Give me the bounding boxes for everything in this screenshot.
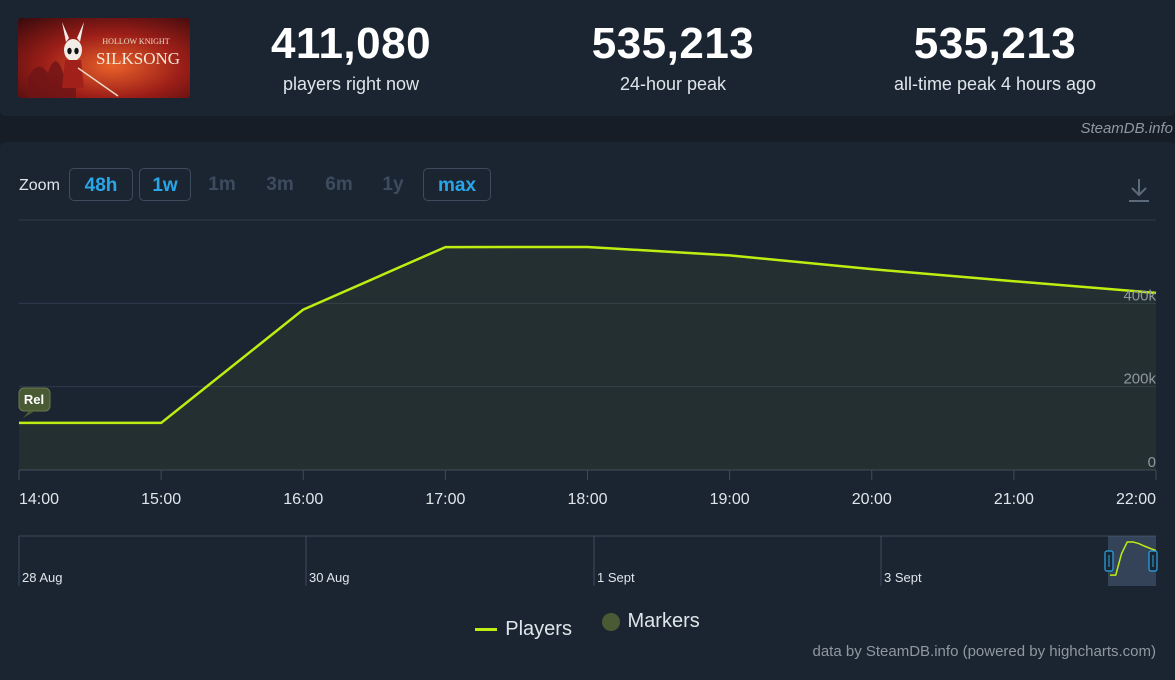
x-tick-label: 16:00: [283, 491, 323, 508]
navigator-series: [1110, 541, 1157, 576]
chart-credits[interactable]: data by SteamDB.info (powered by highcha…: [812, 643, 1157, 660]
day-peak-label: 24-hour peak: [619, 74, 727, 94]
zoom-1m-button[interactable]: 1m: [208, 174, 236, 195]
x-tick-label: 18:00: [567, 491, 607, 508]
zoom-label: Zoom: [19, 177, 60, 194]
legend-players-label: Players: [505, 617, 572, 640]
navigator-date-label: 30 Aug: [309, 570, 350, 585]
navigator-date-label: 28 Aug: [22, 570, 63, 585]
game-logo[interactable]: HOLLOW KNIGHT SILKSONG: [18, 18, 190, 98]
legend-markers[interactable]: Markers: [601, 610, 700, 633]
x-tick-label: 19:00: [710, 491, 750, 508]
current-players-label: players right now: [282, 74, 420, 94]
chart-legend: Players Markers: [0, 610, 1175, 641]
marker-flag: Rel: [18, 387, 51, 418]
legend-markers-label: Markers: [627, 610, 700, 632]
markers-swatch: [601, 612, 620, 631]
x-tick-label: 21:00: [994, 491, 1034, 508]
x-tick-label: 20:00: [852, 491, 892, 508]
marker-flag-tail: [23, 411, 35, 418]
y-tick-label: 0: [1148, 454, 1156, 471]
chart-panel: [0, 142, 1175, 680]
zoom-1w-button[interactable]: 1w: [139, 168, 191, 201]
y-tick-label: 400k: [1123, 287, 1156, 304]
logo-line2: SILKSONG: [96, 49, 180, 68]
logo-line1: HOLLOW KNIGHT: [102, 37, 169, 46]
current-players-value: 411,080: [270, 19, 432, 68]
steamdb-watermark[interactable]: SteamDB.info: [1080, 120, 1173, 137]
x-tick-label: 15:00: [141, 491, 181, 508]
all-time-peak-stat: 535,213 all-time peak 4 hours ago: [865, 18, 1125, 96]
navigator-selection[interactable]: [1108, 536, 1156, 586]
zoom-max-button[interactable]: max: [423, 168, 491, 201]
stats-header: HOLLOW KNIGHT SILKSONG 411,080 players r…: [0, 0, 1175, 116]
x-tick-label: 14:00: [19, 491, 59, 508]
zoom-3m-button[interactable]: 3m: [266, 174, 294, 195]
all-time-peak-value: 535,213: [913, 19, 1077, 68]
current-players-stat: 411,080 players right now: [221, 18, 481, 96]
players-area: [19, 246, 1156, 470]
day-peak-value: 535,213: [591, 19, 755, 68]
zoom-48h-button[interactable]: 48h: [69, 168, 133, 201]
players-swatch: [475, 627, 498, 631]
legend-players[interactable]: Players: [475, 618, 572, 641]
zoom-1y-button[interactable]: 1y: [382, 174, 404, 195]
navigator-date-label: 1 Sept: [597, 570, 635, 585]
navigator-date-label: 3 Sept: [884, 570, 922, 585]
x-tick-label: 22:00: [1116, 491, 1156, 508]
download-icon[interactable]: [1126, 176, 1152, 204]
all-time-peak-label: all-time peak 4 hours ago: [893, 74, 1097, 94]
marker-label: Rel: [24, 392, 44, 407]
x-tick-label: 17:00: [425, 491, 465, 508]
day-peak-stat: 535,213 24-hour peak: [543, 18, 803, 96]
y-tick-label: 200k: [1123, 371, 1156, 388]
zoom-6m-button[interactable]: 6m: [325, 174, 353, 195]
